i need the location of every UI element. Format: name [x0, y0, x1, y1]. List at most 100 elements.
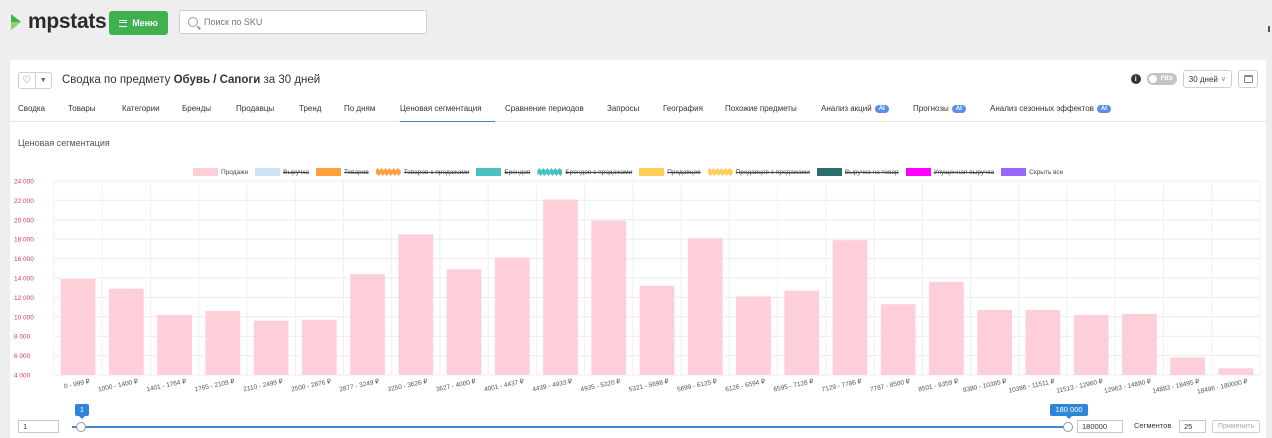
scroll-edge-marker: [1268, 26, 1270, 32]
tab-label: Товары: [68, 104, 96, 113]
tab-9[interactable]: Сравнение периодов: [505, 104, 584, 122]
fbs-label: FBS: [1160, 76, 1173, 82]
legend-item-5[interactable]: Брендов: [476, 168, 530, 176]
bar-25: [1218, 368, 1254, 375]
x-tick-label: 7787 - 8500 ₽: [869, 377, 911, 393]
slider-track[interactable]: [72, 426, 1066, 428]
tab-label: Тренд: [299, 104, 322, 113]
tab-2[interactable]: Товары: [68, 104, 96, 122]
legend-label: Товаров с продажами: [403, 168, 470, 176]
legend-item-9[interactable]: Выручка на товар: [816, 168, 899, 176]
tab-12[interactable]: Похожие предметы: [725, 104, 797, 122]
tab-10[interactable]: Запросы: [607, 104, 639, 122]
tab-6[interactable]: Тренд: [299, 104, 321, 122]
chevron-down-icon[interactable]: ▼: [39, 76, 47, 84]
bar-13: [639, 285, 675, 375]
range-max-input[interactable]: [1077, 420, 1123, 433]
tab-label: Сводка: [18, 104, 46, 113]
segments-input[interactable]: [1179, 420, 1206, 433]
bar-12: [591, 220, 627, 375]
heart-icon[interactable]: ♡: [19, 72, 36, 88]
slider-max-handle[interactable]: 180 000: [1050, 404, 1088, 432]
x-tick-label: 4001 - 4437 ₽: [483, 377, 525, 393]
tab-11[interactable]: География: [663, 104, 703, 122]
tab-8[interactable]: Ценовая сегментация: [400, 104, 496, 122]
y-tick-label: 16 000: [14, 256, 34, 263]
apply-button[interactable]: Применить: [1212, 420, 1261, 433]
tab-label: По дням: [344, 104, 376, 113]
legend-label: Скрыть все: [1029, 168, 1064, 176]
logo[interactable]: mpstats: [10, 10, 107, 34]
info-icon[interactable]: i: [1130, 74, 1141, 84]
legend-item-3[interactable]: Товаров: [315, 168, 369, 176]
legend-label: Выручка на товар: [844, 168, 899, 176]
tab-label: Ценовая сегментация: [400, 104, 482, 113]
legend-label: Брендов с продажами: [565, 168, 633, 176]
x-tick-label: 14883 - 18495 ₽: [1152, 377, 1201, 395]
title-prefix: Сводка по предмету: [62, 74, 171, 86]
search-input[interactable]: [204, 17, 404, 27]
calendar-icon: [1243, 75, 1253, 83]
tab-13[interactable]: Анализ акций AI: [821, 104, 889, 122]
top-bar: mpstats Меню: [0, 0, 1272, 46]
bar-17: [832, 240, 868, 375]
tab-14[interactable]: Прогнозы AI: [913, 104, 966, 122]
legend-item-2[interactable]: Выручка: [255, 168, 309, 176]
bar-7: [350, 274, 385, 375]
y-tick-label: 4 000: [14, 373, 31, 380]
y-tick-label: 24 000: [14, 179, 34, 186]
legend-item-10[interactable]: Упущенная выручка: [905, 168, 994, 176]
legend-swatch: [816, 168, 842, 176]
slider-min-handle[interactable]: 1: [75, 404, 89, 432]
legend-swatch: [315, 168, 341, 176]
favorite-button[interactable]: ♡ ▼: [18, 71, 52, 89]
x-tick-label: 4935 - 5320 ₽: [580, 377, 622, 393]
segments-label: Сегментов: [1134, 421, 1172, 430]
x-tick-label: 2877 - 3249 ₽: [339, 377, 381, 393]
bar-18: [880, 304, 916, 375]
title-row: ♡ ▼ Сводка по предмету Обувь / Сапоги за…: [18, 71, 320, 89]
y-tick-label: 12 000: [14, 295, 34, 302]
y-tick-label: 8 000: [14, 334, 31, 341]
tab-5[interactable]: Продавцы: [236, 104, 274, 122]
x-tick-label: 2500 - 2876 ₽: [290, 377, 332, 393]
calendar-button[interactable]: [1238, 70, 1258, 88]
legend-item-11[interactable]: Скрыть все: [1001, 168, 1063, 176]
range-min-input[interactable]: [18, 420, 59, 433]
x-tick-label: 1765 - 2109 ₽: [194, 377, 236, 393]
legend-item-6[interactable]: Брендов с продажами: [537, 168, 632, 176]
legend-swatch: [905, 168, 931, 176]
legend-item-7[interactable]: Продавцов: [639, 168, 701, 176]
tab-7[interactable]: По дням: [344, 104, 375, 122]
x-tick-label: 4439 - 4933 ₽: [532, 377, 574, 393]
section-title: Ценовая сегментация: [18, 138, 110, 148]
fbs-toggle[interactable]: FBS: [1146, 73, 1177, 85]
tab-3[interactable]: Категории: [122, 104, 160, 122]
tab-label: Анализ сезонных эффектов: [990, 104, 1094, 113]
legend-label: Брендов: [504, 168, 531, 176]
bar-2: [108, 288, 144, 375]
x-tick-label: 9380 - 10385 ₽: [962, 377, 1008, 394]
title-suffix: за 30 дней: [263, 74, 321, 86]
x-tick-label: 5321 - 5698 ₽: [628, 377, 670, 393]
period-select[interactable]: 30 дней ∨: [1182, 70, 1232, 88]
bar-22: [1073, 314, 1109, 375]
bar-6: [301, 319, 337, 375]
ai-badge: AI: [951, 105, 966, 113]
menu-button[interactable]: Меню: [109, 11, 168, 35]
price-range-slider: 1 180 000 Сегментов Применить: [18, 404, 1261, 434]
legend-item-8[interactable]: Продавцов с продажами: [707, 168, 810, 176]
sku-search[interactable]: [179, 10, 427, 34]
chart-legend: Продажи Выручка Товаров Товаров с продажами…: [193, 167, 1070, 177]
tab-15[interactable]: Анализ сезонных эффектов AI: [990, 104, 1111, 122]
tab-4[interactable]: Бренды: [182, 104, 211, 122]
legend-item-1[interactable]: Продажи: [193, 168, 248, 176]
bar-16: [784, 290, 820, 375]
legend-item-4[interactable]: Товаров с продажами: [375, 168, 470, 176]
max-value-bubble: 180 000: [1050, 404, 1088, 419]
y-tick-label: 18 000: [14, 237, 34, 244]
legend-swatch: [707, 168, 733, 176]
tab-1[interactable]: Сводка: [18, 104, 45, 122]
bar-21: [1025, 310, 1061, 375]
legend-label: Продажи: [221, 168, 249, 176]
